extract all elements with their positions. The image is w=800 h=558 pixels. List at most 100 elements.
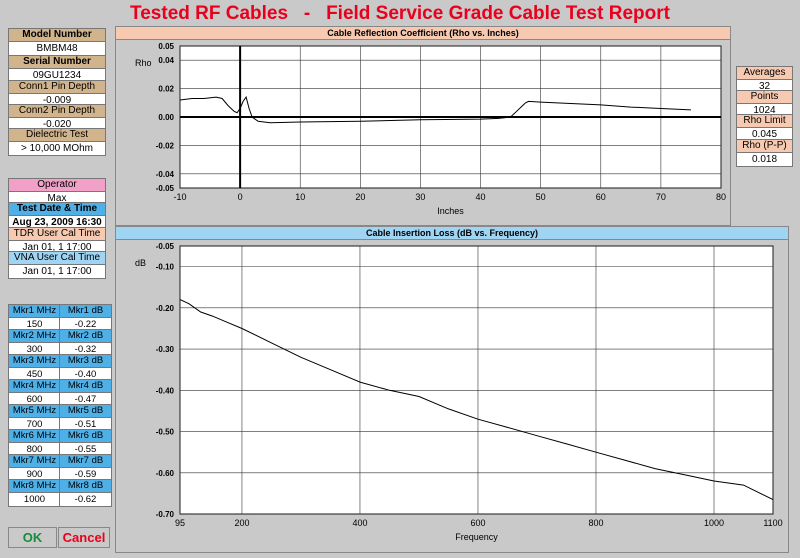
marker-1-db-label: Mkr1 dB [60, 305, 111, 318]
rho-chart-panel: Cable Reflection Coefficient (Rho vs. In… [115, 26, 731, 226]
marker-6-db-label: Mkr6 dB [60, 430, 111, 443]
marker-5-freq-value: 700 [26, 419, 43, 430]
plot-area [179, 245, 774, 515]
y-tick-label: -0.50 [156, 428, 175, 437]
cancel-button[interactable]: Cancel [58, 527, 110, 548]
insertion-loss-chart-panel: Cable Insertion Loss (dB vs. Frequency) … [115, 226, 789, 553]
marker-6-freq-value: 800 [26, 444, 43, 455]
y-tick-label: 0.04 [158, 56, 174, 65]
y-tick-label: -0.20 [156, 304, 175, 313]
conn1-pin-depth-value: -0.009 [9, 94, 105, 107]
y-tick-label: -0.40 [156, 386, 175, 395]
test-datetime-label: Test Date & Time [9, 203, 105, 216]
y-tick-label: -0.30 [156, 345, 175, 354]
x-tick-label: 0 [238, 192, 243, 202]
y-tick-label: -0.05 [156, 242, 175, 251]
y-axis-label: Rho [135, 58, 152, 68]
y-tick-label: -0.70 [156, 510, 175, 519]
tdr-cal-value: Jan 01, 1 17:00 [9, 241, 105, 254]
x-tick-label: 95 [175, 518, 185, 528]
rho-limit-box: Rho Limit 0.045 [736, 114, 793, 142]
marker-4-freq-label: Mkr4 MHz [9, 380, 60, 393]
x-tick-label: 60 [596, 192, 606, 202]
x-tick-label: 400 [352, 518, 367, 528]
x-tick-label: 200 [234, 518, 249, 528]
marker-2-db-label: Mkr2 dB [60, 330, 111, 343]
test-datetime-box: Test Date & Time Aug 23, 2009 16:30 [8, 202, 106, 230]
ok-button[interactable]: OK [8, 527, 57, 548]
conn2-pin-depth-box: Conn2 Pin Depth -0.020 [8, 104, 106, 132]
marker-2-freq-value: 300 [26, 344, 43, 355]
dielectric-test-label: Dielectric Test [9, 129, 105, 142]
marker-7-db-value: -0.59 [74, 469, 97, 480]
x-tick-label: 70 [656, 192, 666, 202]
series-line-0 [179, 299, 774, 501]
marker-4-freq-value: 600 [26, 394, 43, 405]
x-tick-label: 1100 [763, 518, 782, 528]
marker-8-db: Mkr8 dB -0.62 [59, 479, 112, 507]
vna-cal-value: Jan 01, 1 17:00 [9, 265, 105, 278]
marker-5-freq-label: Mkr5 MHz [9, 405, 60, 418]
marker-8-freq-label: Mkr8 MHz [9, 480, 60, 493]
tdr-cal-label: TDR User Cal Time [9, 228, 105, 241]
model-number-label: Model Number [9, 29, 105, 42]
x-axis-label: Frequency [455, 532, 498, 542]
conn1-pin-depth-label: Conn1 Pin Depth [9, 81, 105, 94]
operator-box: Operator Max [8, 178, 106, 206]
marker-3-freq-value: 450 [26, 369, 43, 380]
marker-5-db: Mkr5 dB -0.51 [59, 404, 112, 432]
marker-7-freq: Mkr7 MHz 900 [8, 454, 61, 482]
rho-chart-title: Cable Reflection Coefficient (Rho vs. In… [116, 27, 730, 40]
marker-7-db: Mkr7 dB -0.59 [59, 454, 112, 482]
dielectric-test-box: Dielectric Test > 10,000 MOhm [8, 128, 106, 156]
marker-3-freq-label: Mkr3 MHz [9, 355, 60, 368]
marker-4-db: Mkr4 dB -0.47 [59, 379, 112, 407]
marker-7-freq-label: Mkr7 MHz [9, 455, 60, 468]
marker-5-db-label: Mkr5 dB [60, 405, 111, 418]
marker-8-db-value: -0.62 [74, 494, 97, 505]
points-value: 1024 [737, 104, 792, 117]
x-tick-label: -10 [173, 192, 186, 202]
serial-number-box: Serial Number 09GU1234 [8, 55, 106, 83]
marker-3-db: Mkr3 dB -0.40 [59, 354, 112, 382]
marker-6-freq-label: Mkr6 MHz [9, 430, 60, 443]
operator-value: Max [9, 192, 105, 205]
y-tick-label: -0.05 [156, 184, 175, 193]
rho-pp-box: Rho (P-P) 0.018 [736, 139, 793, 167]
marker-2-freq-label: Mkr2 MHz [9, 330, 60, 343]
marker-2-db: Mkr2 dB -0.32 [59, 329, 112, 357]
marker-1-freq-label: Mkr1 MHz [9, 305, 60, 318]
marker-6-freq: Mkr6 MHz 800 [8, 429, 61, 457]
marker-5-db-value: -0.51 [74, 419, 97, 430]
marker-4-freq: Mkr4 MHz 600 [8, 379, 61, 407]
marker-3-db-label: Mkr3 dB [60, 355, 111, 368]
marker-7-db-label: Mkr7 dB [60, 455, 111, 468]
vna-cal-box: VNA User Cal Time Jan 01, 1 17:00 [8, 251, 106, 279]
y-tick-label: 0.00 [158, 113, 174, 122]
x-tick-label: 1000 [704, 518, 724, 528]
marker-8-db-label: Mkr8 dB [60, 480, 111, 493]
operator-label: Operator [9, 179, 105, 192]
marker-4-db-label: Mkr4 dB [60, 380, 111, 393]
x-axis-label: Inches [437, 206, 464, 216]
vna-cal-label: VNA User Cal Time [9, 252, 105, 265]
averages-label: Averages [737, 67, 792, 80]
y-tick-label: 0.02 [158, 85, 174, 94]
y-tick-label: -0.60 [156, 469, 175, 478]
series-line-0 [179, 95, 691, 124]
rho-chart: -10 0 10 20 30 40 50 60 70 80 0.05 0.04 0.02 0.00 -0.0… [135, 42, 726, 216]
x-tick-label: 600 [470, 518, 485, 528]
marker-7-freq-value: 900 [26, 469, 43, 480]
conn2-pin-depth-label: Conn2 Pin Depth [9, 105, 105, 118]
x-tick-label: 20 [355, 192, 365, 202]
y-tick-label: -0.10 [156, 263, 175, 272]
marker-1-freq: Mkr1 MHz 150 [8, 304, 61, 332]
model-number-box: Model Number BMBM48 [8, 28, 106, 56]
rho-pp-label: Rho (P-P) [737, 140, 792, 153]
y-axis-label: dB [135, 258, 146, 268]
insertion-loss-chart: 95 200 400 600 800 1000 1100 -0.05 -0.10 -0.20 -0.… [135, 242, 783, 542]
rho-limit-value: 0.045 [737, 128, 792, 141]
marker-3-freq: Mkr3 MHz 450 [8, 354, 61, 382]
marker-1-freq-value: 150 [26, 319, 43, 330]
y-tick-label: -0.04 [156, 170, 175, 179]
